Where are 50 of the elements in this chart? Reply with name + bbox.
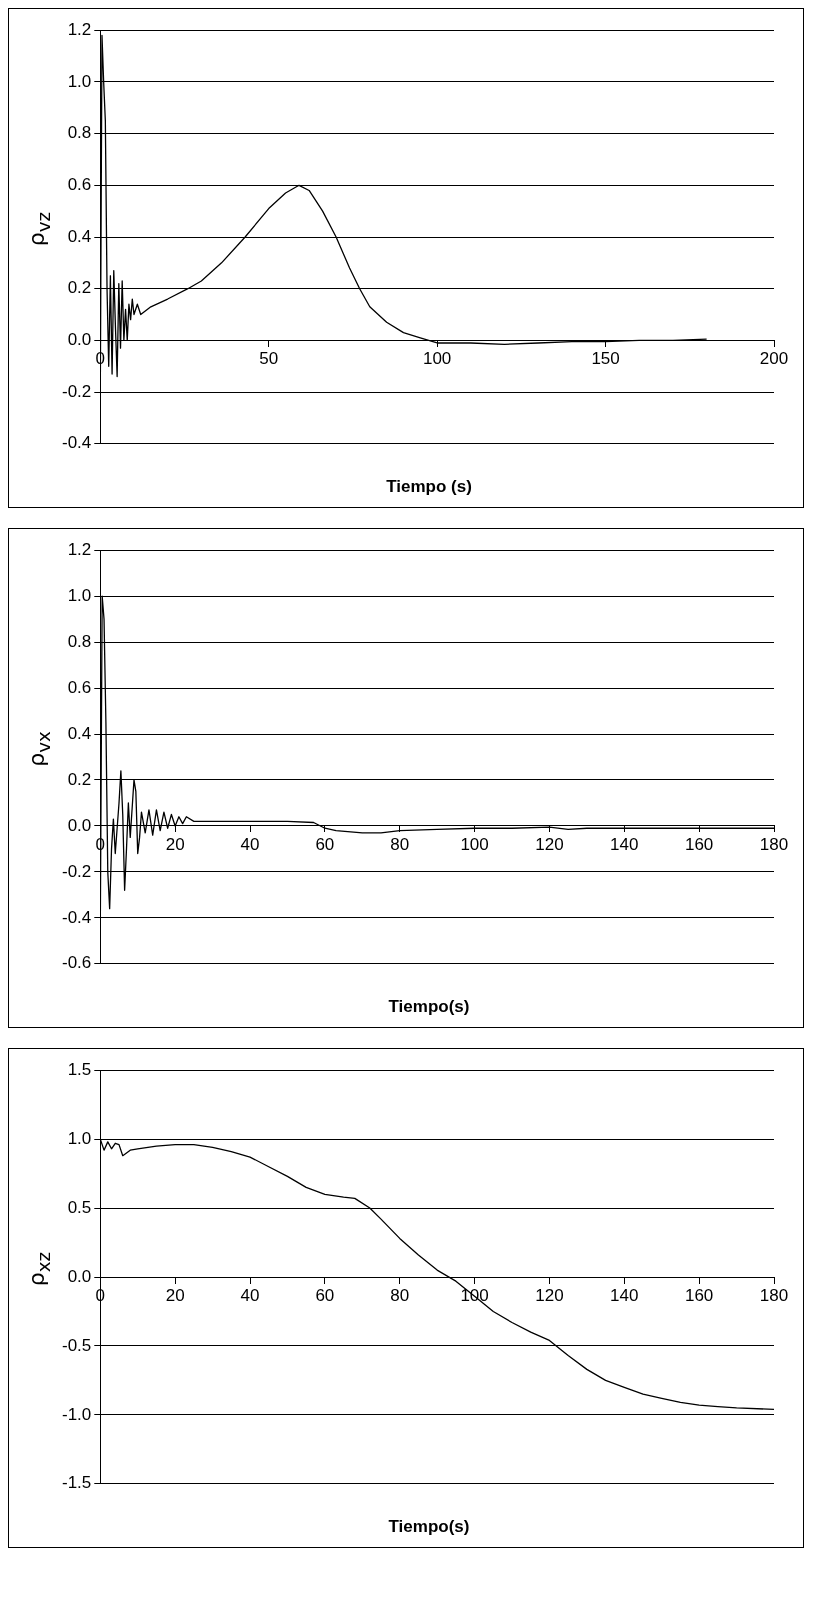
- x-tick-label: 120: [535, 1285, 564, 1305]
- y-tick-label: -0.6: [62, 953, 92, 973]
- x-tick-label: 120: [535, 834, 564, 854]
- y-tick-label: 0.8: [67, 631, 92, 651]
- x-tick-label: 160: [684, 1285, 714, 1305]
- y-tick-label: 0.0: [67, 815, 92, 835]
- y-tick-label: -1.0: [62, 1404, 92, 1424]
- y-tick-label: -0.2: [62, 861, 92, 881]
- y-tick-label: 0.0: [67, 1266, 92, 1286]
- y-tick-label: 1.0: [67, 585, 92, 605]
- y-tick-label: 0.2: [67, 769, 92, 789]
- x-tick-label: 50: [259, 349, 279, 369]
- y-tick-label: -0.2: [62, 381, 92, 401]
- x-tick-label: 20: [165, 834, 185, 854]
- x-tick-label: 40: [240, 1285, 260, 1305]
- x-tick-label: 150: [591, 349, 620, 369]
- x-tick-label: 180: [759, 834, 789, 854]
- x-tick-label: 40: [240, 834, 260, 854]
- x-tick-label: 60: [315, 1285, 335, 1305]
- x-axis-title: Tiempo(s): [387, 1517, 471, 1537]
- y-tick-label: 1.2: [67, 19, 92, 39]
- y-tick-label: 0.0: [67, 330, 92, 350]
- y-tick-label: 0.6: [67, 677, 92, 697]
- x-tick-label: 140: [610, 1285, 639, 1305]
- y-tick-label: -0.5: [62, 1335, 92, 1355]
- y-tick-label: -0.4: [62, 433, 92, 453]
- x-tick-label: 200: [759, 349, 789, 369]
- x-tick-label: 80: [390, 1285, 410, 1305]
- y-tick-label: 0.6: [67, 174, 92, 194]
- x-axis-title: Tiempo (s): [385, 477, 473, 497]
- y-tick-label: 0.5: [67, 1197, 92, 1217]
- y-tick-label: 0.8: [67, 123, 92, 143]
- x-tick-label: 20: [165, 1285, 185, 1305]
- x-tick-label: 60: [315, 834, 335, 854]
- x-tick-label: 100: [460, 834, 489, 854]
- x-tick-label: 140: [610, 834, 639, 854]
- y-tick-label: 0.2: [67, 278, 92, 298]
- y-tick-label: 1.0: [67, 1128, 92, 1148]
- y-tick-label: 1.5: [67, 1059, 92, 1079]
- x-axis-title: Tiempo(s): [387, 997, 471, 1017]
- x-tick-label: 100: [422, 349, 452, 369]
- x-tick-label: 80: [390, 834, 410, 854]
- x-tick-label: 180: [759, 1285, 789, 1305]
- y-tick-label: 1.2: [67, 539, 92, 559]
- y-tick-label: 1.0: [67, 71, 92, 91]
- x-tick-label: 160: [684, 834, 714, 854]
- y-tick-label: 0.4: [67, 226, 92, 246]
- y-tick-label: -0.4: [62, 907, 92, 927]
- y-tick-label: -1.5: [62, 1473, 92, 1493]
- y-tick-label: 0.4: [67, 723, 92, 743]
